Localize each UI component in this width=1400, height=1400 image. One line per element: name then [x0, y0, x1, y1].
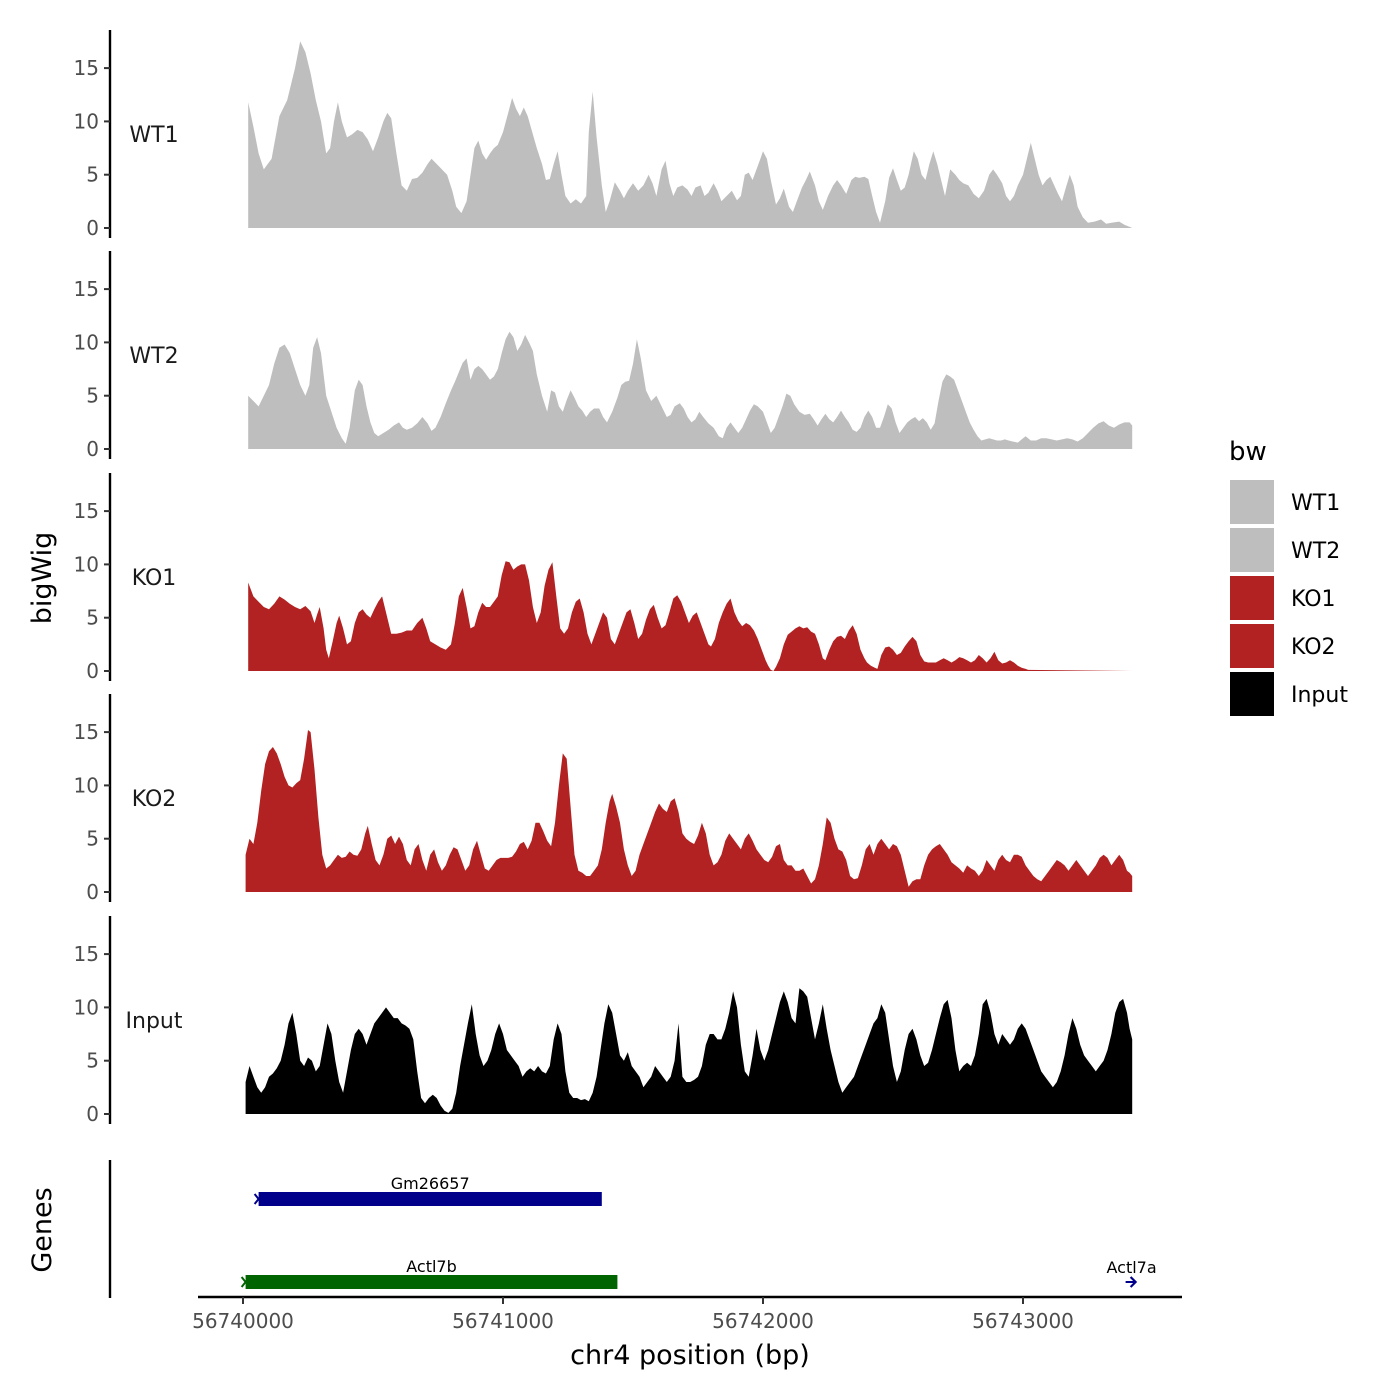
strand-arrow-icon: [253, 1193, 260, 1205]
y-tick-label: 15: [74, 277, 99, 301]
legend-swatch-wt1: [1230, 480, 1274, 524]
gene-gm26657: Gm26657: [253, 1174, 602, 1206]
genes-layer: Gm26657 Actl7b Actl7a: [108, 1160, 1157, 1298]
legend-label-input: Input: [1291, 683, 1348, 708]
x-axis-title: chr4 position (bp): [570, 1340, 810, 1371]
y-tick-label: 0: [86, 880, 99, 904]
gene-actl7b: Actl7b: [240, 1257, 618, 1289]
y-tick-label: 15: [74, 720, 99, 744]
legend-label-wt1: WT1: [1291, 491, 1340, 516]
y-axis-title: bigWig: [27, 532, 58, 625]
x-tick-label: 56742000: [712, 1309, 814, 1333]
gene-body: [258, 1192, 602, 1206]
gene-actl7a: Actl7a: [1107, 1258, 1157, 1288]
track-ko2: 0 5 10 15 KO2: [74, 694, 1133, 904]
legend-swatch-input: [1230, 672, 1274, 716]
coverage-area-input: [245, 988, 1133, 1114]
strand-arrow-icon: [240, 1276, 247, 1288]
gene-label: Actl7a: [1107, 1258, 1157, 1277]
track-input: 0 5 10 15 Input: [74, 916, 1133, 1126]
y-tick-label: 15: [74, 499, 99, 523]
y-tick-label: 10: [74, 552, 99, 576]
track-label-ko2: KO2: [132, 787, 177, 812]
y-tick-label: 10: [74, 330, 99, 354]
y-tick-label: 0: [86, 659, 99, 683]
x-tick-label: 56741000: [452, 1309, 554, 1333]
y-tick-label: 0: [86, 437, 99, 461]
y-tick-label: 5: [86, 1049, 99, 1073]
track-label-wt1: WT1: [129, 123, 178, 148]
gene-label: Gm26657: [391, 1174, 470, 1193]
x-axis: 56740000 56741000 56742000 56743000: [192, 1295, 1182, 1333]
legend-swatch-ko2: [1230, 624, 1274, 668]
y-tick-label: 5: [86, 384, 99, 408]
strand-arrow-icon: [1129, 1276, 1138, 1288]
x-tick-label: 56740000: [192, 1309, 294, 1333]
coverage-area-ko2: [245, 730, 1133, 892]
track-label-input: Input: [126, 1009, 183, 1034]
genes-axis-title: Genes: [27, 1187, 58, 1272]
y-tick-label: 0: [86, 1102, 99, 1126]
y-tick-label: 5: [86, 606, 99, 630]
legend-label-wt2: WT2: [1291, 539, 1340, 564]
legend-title: bw: [1229, 437, 1267, 467]
legend-label-ko2: KO2: [1291, 635, 1336, 660]
track-wt1: 0 5 10 15 WT1: [74, 30, 1133, 240]
tracks-layer: 0 5 10 15 WT1 0 5 10 15 WT2 0 5 10 15 KO1 0 5 10 15 KO2 0 5 10…: [74, 30, 1133, 1126]
track-label-wt2: WT2: [129, 344, 178, 369]
y-tick-label: 5: [86, 163, 99, 187]
x-tick-label: 56743000: [972, 1309, 1074, 1333]
y-tick-label: 0: [86, 216, 99, 240]
y-tick-label: 15: [74, 56, 99, 80]
legend-swatch-ko1: [1230, 576, 1274, 620]
coverage-area-wt2: [248, 331, 1133, 449]
coverage-area-ko1: [248, 561, 1133, 671]
gene-label: Actl7b: [406, 1257, 457, 1276]
y-tick-label: 5: [86, 827, 99, 851]
y-tick-label: 15: [74, 942, 99, 966]
track-label-ko1: KO1: [132, 566, 177, 591]
legend-swatch-wt2: [1230, 528, 1274, 572]
y-tick-label: 10: [74, 773, 99, 797]
y-tick-label: 10: [74, 995, 99, 1019]
track-ko1: 0 5 10 15 KO1: [74, 473, 1133, 683]
legend: bw WT1 WT2 KO1 KO2 Input: [1229, 437, 1348, 716]
track-wt2: 0 5 10 15 WT2: [74, 251, 1133, 461]
coverage-area-wt1: [248, 41, 1133, 229]
y-tick-label: 10: [74, 109, 99, 133]
legend-label-ko1: KO1: [1291, 587, 1336, 612]
gene-body: [245, 1275, 618, 1289]
